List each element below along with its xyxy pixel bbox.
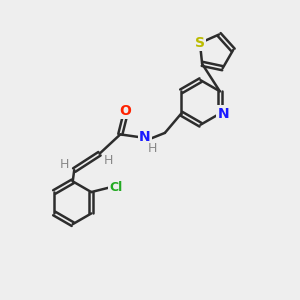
Text: N: N: [139, 130, 151, 144]
Text: Cl: Cl: [109, 181, 122, 194]
Text: H: H: [104, 154, 113, 167]
Text: O: O: [119, 103, 131, 118]
Text: H: H: [148, 142, 157, 155]
Text: N: N: [218, 106, 229, 121]
Text: S: S: [195, 36, 205, 50]
Text: H: H: [60, 158, 69, 171]
